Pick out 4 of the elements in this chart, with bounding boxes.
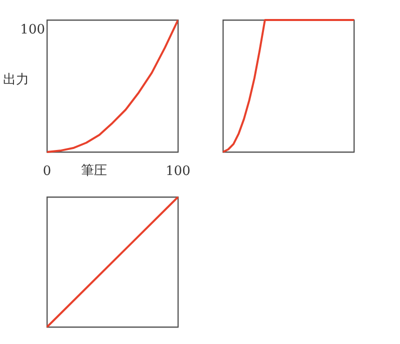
y-axis-title: 出力 <box>3 72 29 88</box>
text: 100 <box>20 22 45 38</box>
x-tick-label: 0 <box>42 164 52 180</box>
x-axis-title: 筆圧 <box>81 163 107 178</box>
